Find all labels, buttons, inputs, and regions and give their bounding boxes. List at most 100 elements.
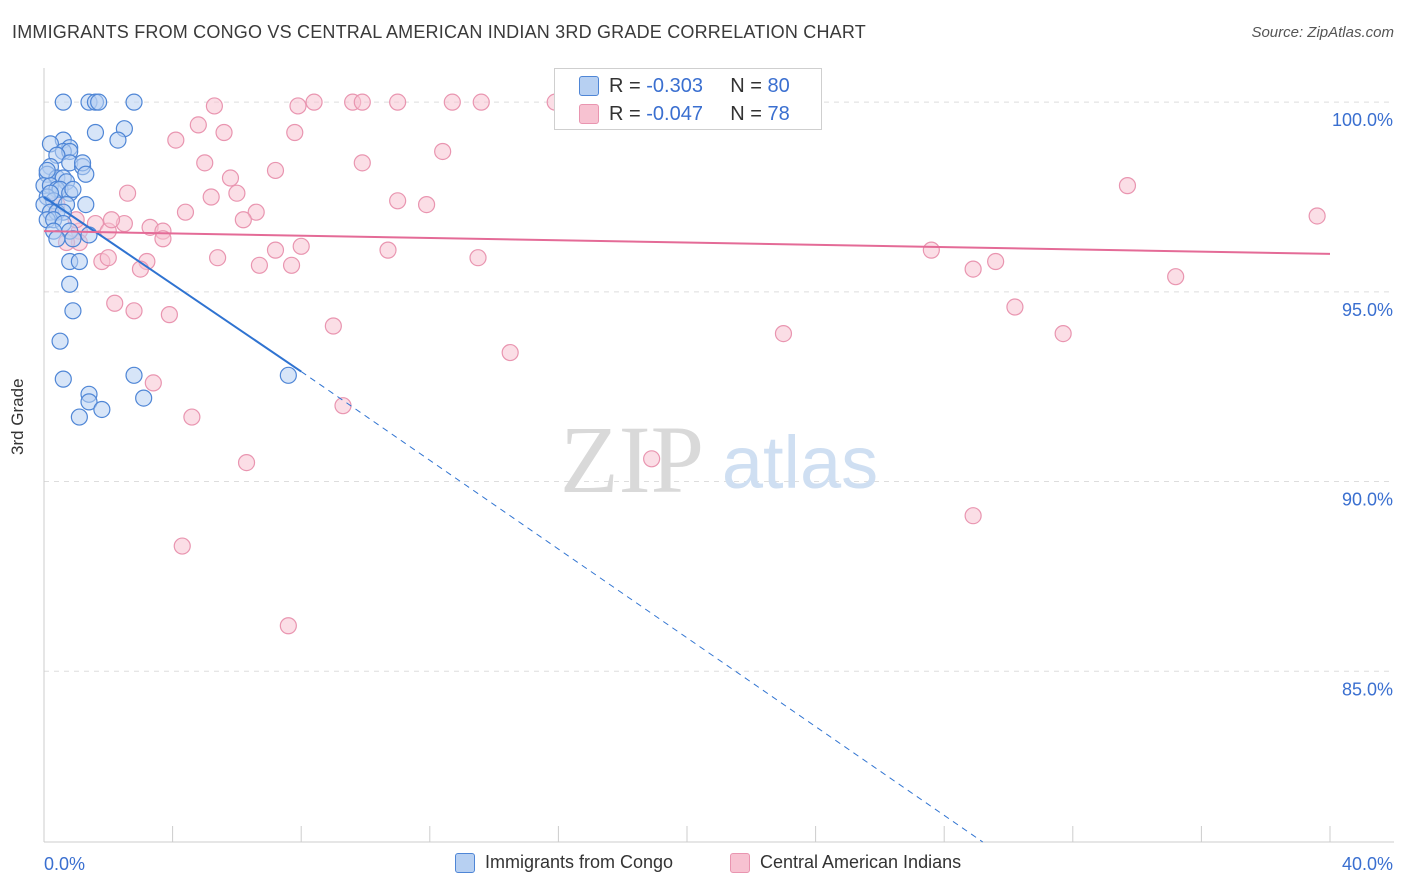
data-point xyxy=(289,97,307,115)
data-point xyxy=(922,241,940,259)
data-point xyxy=(389,192,407,210)
data-point xyxy=(176,203,195,221)
data-point xyxy=(228,184,246,202)
data-point xyxy=(64,302,82,320)
data-point xyxy=(469,249,487,267)
data-point xyxy=(80,226,98,244)
data-point xyxy=(54,93,72,111)
data-point xyxy=(472,93,490,111)
legend-n-value: 78 xyxy=(767,102,790,125)
data-point xyxy=(389,93,407,111)
data-point xyxy=(987,252,1005,271)
data-point xyxy=(286,123,304,142)
data-point xyxy=(501,343,519,362)
data-point xyxy=(202,188,220,206)
data-point xyxy=(237,453,256,472)
data-point xyxy=(1167,268,1185,286)
axes xyxy=(43,68,1394,843)
data-point xyxy=(54,370,72,388)
data-point xyxy=(282,256,301,274)
data-point xyxy=(1006,298,1024,316)
legend-n-label: N = xyxy=(730,102,762,125)
legend-n-label: N = xyxy=(730,74,762,97)
data-point xyxy=(964,260,982,278)
watermark-zip: ZIP xyxy=(560,406,704,513)
data-point xyxy=(196,154,214,172)
data-point xyxy=(1118,177,1137,195)
data-point xyxy=(250,256,269,274)
data-point xyxy=(189,116,207,134)
data-point xyxy=(379,241,397,259)
data-point xyxy=(64,180,82,199)
data-point xyxy=(1054,324,1072,343)
data-point xyxy=(353,154,371,172)
data-point xyxy=(266,241,285,259)
legend-swatch-blue xyxy=(579,76,599,96)
x-tick-label-min: 0.0% xyxy=(44,854,85,874)
data-point xyxy=(154,230,172,248)
data-point xyxy=(167,131,185,149)
data-point xyxy=(125,302,143,320)
series-legend: Immigrants from Congo Central American I… xyxy=(0,850,1406,880)
data-point xyxy=(99,249,117,267)
legend-row-congo: R = -0.303 N = 80 xyxy=(579,73,790,99)
data-point xyxy=(173,537,191,555)
data-point xyxy=(118,184,137,202)
trend-line-congo xyxy=(43,196,302,373)
correlation-legend: R = -0.303 N = 80 R = -0.047 N = 78 xyxy=(554,68,822,130)
data-point xyxy=(247,203,265,221)
data-point xyxy=(292,237,310,255)
legend-r-value: -0.303 xyxy=(646,74,703,97)
data-point xyxy=(266,161,285,180)
data-point xyxy=(417,195,436,214)
x-tick-label-max: 40.0% xyxy=(1342,854,1393,874)
data-point xyxy=(51,332,69,350)
y-tick-label: 85.0% xyxy=(1342,679,1393,699)
y-tick-label: 90.0% xyxy=(1342,490,1393,510)
legend-item-central-american[interactable]: Central American Indians xyxy=(730,852,961,873)
data-point xyxy=(125,366,143,384)
data-point xyxy=(353,93,371,111)
data-point xyxy=(279,366,297,384)
data-point xyxy=(38,161,56,180)
data-point xyxy=(41,184,60,202)
data-point xyxy=(70,252,88,271)
data-point xyxy=(86,123,105,142)
y-tick-label: 95.0% xyxy=(1342,300,1393,320)
data-point xyxy=(64,230,82,248)
data-point xyxy=(125,93,143,111)
legend-label-central-american: Central American Indians xyxy=(760,852,962,872)
legend-r-label: R = xyxy=(609,74,641,97)
legend-item-congo[interactable]: Immigrants from Congo xyxy=(455,852,673,873)
data-point xyxy=(774,324,793,343)
data-point xyxy=(443,93,461,111)
data-point xyxy=(183,408,201,426)
data-point xyxy=(48,230,66,248)
data-point xyxy=(93,400,111,419)
y-tick-label: 100.0% xyxy=(1332,110,1393,130)
tick-labels: 100.0% 95.0% 90.0% 85.0% 0.0% 40.0% xyxy=(44,110,1393,874)
data-point xyxy=(305,93,323,111)
data-point xyxy=(279,617,297,635)
watermark: ZIP atlas xyxy=(560,406,878,513)
data-point xyxy=(215,123,233,142)
legend-swatch-pink xyxy=(579,104,599,124)
legend-r-value: -0.047 xyxy=(646,102,703,125)
data-point xyxy=(1308,207,1326,225)
data-point xyxy=(205,97,223,115)
trend-line-central-american xyxy=(43,230,1331,255)
data-point xyxy=(135,389,153,407)
data-point xyxy=(70,408,88,426)
data-point xyxy=(109,131,127,149)
data-point xyxy=(144,374,162,392)
data-point xyxy=(102,211,121,229)
data-point xyxy=(160,306,178,324)
data-point xyxy=(209,249,227,267)
data-point xyxy=(234,211,252,229)
legend-swatch-pink xyxy=(730,852,750,873)
legend-n-value: 80 xyxy=(767,74,790,97)
trend-lines xyxy=(43,196,1331,843)
chart-title: IMMIGRANTS FROM CONGO VS CENTRAL AMERICA… xyxy=(12,22,866,42)
data-point xyxy=(77,165,95,183)
